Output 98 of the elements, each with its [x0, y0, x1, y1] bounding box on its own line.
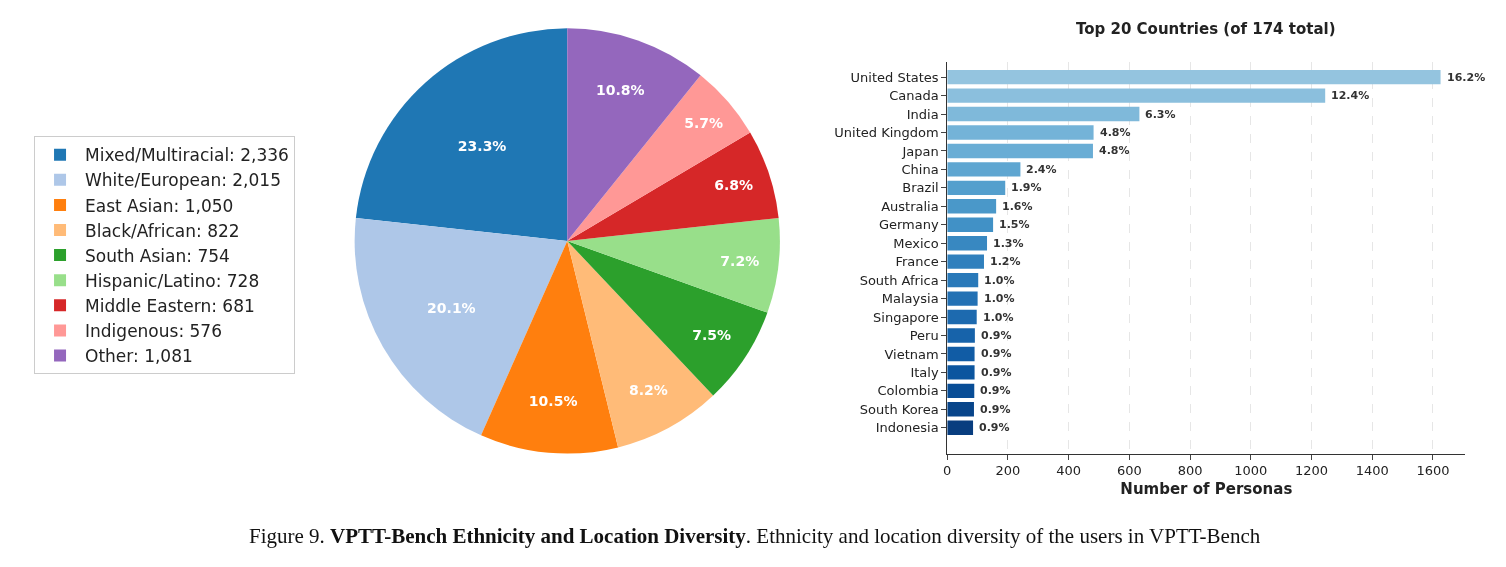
legend-label: Black/African: 822	[85, 220, 240, 241]
annotation: 16.2%	[1447, 71, 1486, 84]
y-tick-label: United States	[850, 69, 939, 85]
annotation: 0.9%	[981, 347, 1012, 360]
bar	[947, 383, 975, 399]
x-tick-label: 1400	[1355, 463, 1389, 479]
annotation: 0.9%	[980, 403, 1011, 416]
x-tick-label: 200	[995, 463, 1021, 479]
pie-slice	[567, 218, 780, 313]
bar	[947, 143, 1093, 159]
annotation: 0.9%	[981, 329, 1012, 342]
legend-label: Other: 1,081	[85, 346, 193, 367]
text: VPTT-Bench Ethnicity and Location Diversity	[330, 524, 747, 548]
y-tick-label: India	[906, 106, 939, 122]
bar	[947, 69, 1441, 85]
y-tick-label: Mexico	[893, 235, 939, 251]
bar	[947, 236, 988, 251]
bar	[947, 272, 979, 288]
bar	[947, 328, 975, 343]
bar	[947, 420, 974, 435]
legend-label: East Asian: 1,050	[85, 195, 234, 216]
bar	[947, 199, 997, 214]
y-tick-label: Malaysia	[881, 291, 939, 307]
data-label: 7.5%	[692, 327, 731, 344]
bar	[947, 162, 1021, 177]
annotation: 1.5%	[999, 218, 1030, 231]
y-tick-label: Vietnam	[884, 346, 939, 362]
bar	[947, 346, 975, 362]
bar	[947, 88, 1326, 103]
pie-slice	[481, 240, 619, 454]
y-tick-label: China	[901, 161, 939, 177]
y-tick-label: Germany	[878, 217, 939, 233]
bar	[947, 254, 984, 269]
y-tick-label: Canada	[889, 88, 939, 104]
annotation: 0.9%	[979, 421, 1010, 434]
pie-slice	[567, 240, 768, 396]
data-label: 5.7%	[684, 114, 724, 131]
annotation: 1.0%	[984, 274, 1015, 287]
pie-slice	[567, 132, 779, 241]
y-tick-label: Colombia	[877, 383, 939, 399]
x-tick-label: 0	[943, 463, 952, 479]
legend-label: Middle Eastern: 681	[85, 295, 255, 316]
text: . Ethnicity and location diversity of the users in VPTT-Bench	[745, 524, 1261, 548]
x-tick-label: 400	[1056, 463, 1082, 479]
x-tick-label: 1200	[1294, 463, 1329, 479]
annotation: 1.2%	[990, 255, 1021, 268]
legend-label: Indigenous: 576	[85, 321, 222, 342]
annotation: 2.4%	[1026, 163, 1057, 176]
annotation: 6.3%	[1145, 108, 1176, 121]
annotation: 1.3%	[993, 237, 1024, 250]
data-label: 10.5%	[528, 393, 578, 409]
y-tick-label: Singapore	[873, 309, 939, 325]
data-label: 23.3%	[457, 138, 507, 155]
annotation: 0.9%	[981, 366, 1012, 379]
y-tick-label: Indonesia	[875, 420, 939, 436]
data-label: 10.8%	[596, 82, 645, 99]
legend-label: Hispanic/Latino: 728	[85, 270, 260, 291]
annotation: 12.4%	[1331, 89, 1370, 102]
legend-label: White/European: 2,015	[85, 170, 281, 191]
annotation: 1.6%	[1002, 200, 1033, 213]
y-tick-label: United Kingdom	[834, 125, 939, 141]
annotation: 4.8%	[1100, 126, 1131, 139]
y-tick-label: Australia	[881, 198, 939, 214]
annotation: 4.8%	[1099, 144, 1130, 157]
legend-label: South Asian: 754	[85, 245, 230, 266]
y-tick-label: South Korea	[859, 401, 939, 417]
y-tick-label: Japan	[901, 143, 939, 159]
pie-slice	[355, 28, 568, 241]
bar	[947, 125, 1094, 140]
bar	[947, 106, 1140, 122]
x-tick-label: 1600	[1416, 463, 1450, 479]
bar	[947, 402, 974, 417]
y-tick-label: Brazil	[902, 180, 939, 196]
annotation: 1.9%	[1011, 181, 1042, 194]
bar	[947, 291, 978, 306]
chart-title: Top 20 Countries (of 174 total)	[1076, 20, 1336, 38]
bar	[947, 217, 994, 232]
y-tick-label: South Africa	[859, 272, 939, 288]
data-label: 6.8%	[714, 177, 754, 194]
pie-slice	[567, 75, 751, 241]
legend-label: Mixed/Multiracial: 2,336	[85, 145, 289, 166]
data-label: 20.1%	[427, 299, 476, 316]
x-tick-label: 800	[1177, 463, 1203, 479]
y-tick-label: Italy	[910, 364, 939, 380]
data-label: 7.2%	[720, 253, 760, 270]
x-tick-label: 600	[1116, 463, 1142, 479]
caption: Figure 9.	[249, 524, 325, 548]
data-label: 8.2%	[628, 381, 668, 398]
annotation: 1.0%	[984, 292, 1015, 305]
annotation: 1.0%	[983, 311, 1014, 324]
bar	[947, 365, 975, 380]
bar	[947, 180, 1006, 196]
x-tick-label: 1000	[1234, 463, 1268, 479]
annotation: 0.9%	[980, 384, 1011, 397]
bar	[947, 309, 977, 325]
y-tick-label: France	[895, 254, 939, 270]
y-tick-label: Peru	[909, 328, 939, 344]
x-axis-title: Number of Personas	[1120, 480, 1293, 499]
